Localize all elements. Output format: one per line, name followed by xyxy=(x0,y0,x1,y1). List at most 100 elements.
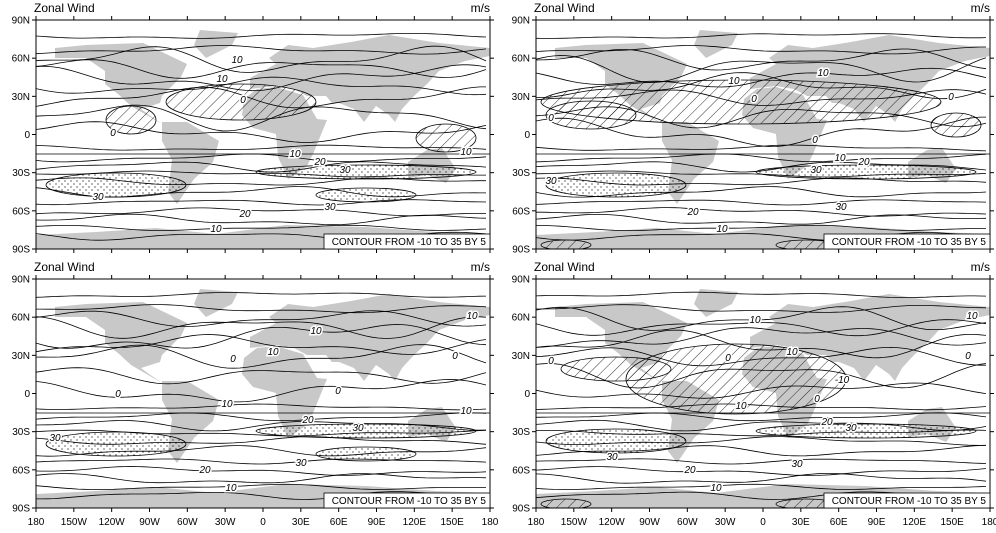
contour-line xyxy=(36,429,487,437)
contour-label: 0 xyxy=(812,135,818,146)
contour-line xyxy=(36,466,487,476)
lon-label: 120W xyxy=(99,517,126,528)
contour-label: 30 xyxy=(352,423,364,434)
lon-label: 0 xyxy=(760,517,766,528)
info-box xyxy=(323,492,491,509)
lon-label: 180 xyxy=(528,517,545,528)
contour-line xyxy=(536,346,986,367)
contour-line xyxy=(36,45,487,55)
lat-label: 60N xyxy=(12,54,30,65)
lon-label: 180 xyxy=(28,517,45,528)
lon-label: 30E xyxy=(792,517,810,528)
map-panel: Zonal Wind m/s 10 10 10 0 0 0 -10 0 10 20 30 30 30 20 10… xyxy=(512,260,996,528)
contour-line xyxy=(536,207,987,217)
contour-label: 10 xyxy=(966,311,978,322)
contour-label: 10 xyxy=(210,224,222,235)
contour-line xyxy=(36,473,487,484)
contour-line xyxy=(536,67,987,88)
panel-title: Zonal Wind xyxy=(34,260,95,274)
contour-label: 10 xyxy=(735,401,747,412)
contour-line xyxy=(536,363,987,389)
contour-line xyxy=(536,327,987,348)
lon-label: 150W xyxy=(61,517,88,528)
contour-line xyxy=(36,170,486,178)
stippled-region xyxy=(545,428,687,454)
contour-line xyxy=(536,419,987,432)
hatched-region xyxy=(105,105,157,135)
map-panel: Zonal Wind m/s 10 10 0 0 0 0 10 20 30 30 20 30 10 CONTO… xyxy=(512,1,994,256)
info-box xyxy=(323,233,491,250)
lat-label: 60N xyxy=(12,313,30,324)
contour-label: 30 xyxy=(49,433,61,444)
contour-line xyxy=(536,224,987,231)
contour-line xyxy=(36,59,487,79)
contour-label: 10 xyxy=(267,347,279,358)
contour-line xyxy=(536,412,987,422)
contour-line xyxy=(36,33,487,39)
lat-label: 0 xyxy=(24,389,30,400)
lon-label: 120E xyxy=(903,517,927,528)
lon-label: 90E xyxy=(868,517,886,528)
lon-label: 120W xyxy=(599,517,626,528)
units: m/s xyxy=(971,1,990,15)
contour-line xyxy=(36,436,487,445)
contour-label: 20 xyxy=(301,415,314,426)
contour-line xyxy=(536,89,987,106)
lat-label: 90S xyxy=(12,245,30,256)
lat-label: 60N xyxy=(512,54,530,65)
contour-label: 20 xyxy=(820,417,833,428)
contour-line xyxy=(536,232,987,241)
contour-line xyxy=(536,161,987,173)
contour-label: 20 xyxy=(683,465,696,476)
contour-label: 0 xyxy=(814,394,820,405)
lat-label: 30N xyxy=(12,351,30,362)
contour-label: 0 xyxy=(948,92,954,103)
info-text: CONTOUR FROM -10 TO 35 BY 5 xyxy=(332,237,487,248)
contour-line xyxy=(36,186,486,198)
contour-line xyxy=(536,170,987,178)
lat-label: 90N xyxy=(12,275,30,286)
lon-label: 120E xyxy=(403,517,427,528)
info-text: CONTOUR FROM -10 TO 35 BY 5 xyxy=(832,237,987,248)
info-box xyxy=(823,492,991,509)
contour-label: 30 xyxy=(295,458,307,469)
lat-label: 60N xyxy=(512,313,530,324)
contour-line xyxy=(536,177,987,186)
lon-label: 90W xyxy=(639,517,660,528)
hatched-region xyxy=(165,83,317,121)
contour-line xyxy=(36,144,487,151)
contour-label: 10 xyxy=(460,406,472,417)
lon-label: 180 xyxy=(482,517,499,528)
lat-label: 90S xyxy=(512,504,530,515)
map-area xyxy=(36,30,490,249)
lat-label: 90N xyxy=(512,16,530,27)
contour-line xyxy=(536,319,987,337)
contour-line xyxy=(36,161,487,173)
contour-label: 10 xyxy=(225,483,237,494)
contour-line xyxy=(36,458,487,465)
lat-label: 90S xyxy=(512,245,530,256)
contour-line xyxy=(536,72,987,100)
contour-line xyxy=(536,466,987,476)
contour-line xyxy=(536,116,986,148)
contour-line xyxy=(536,106,987,129)
contour-label: 10 xyxy=(216,74,228,85)
contour-line xyxy=(536,458,987,465)
lat-label: 60S xyxy=(512,206,530,217)
contour-line xyxy=(36,86,486,109)
info-box xyxy=(823,233,991,250)
lon-label: 30E xyxy=(292,517,310,528)
contour-line xyxy=(536,436,987,446)
contour-line xyxy=(36,121,487,143)
contour-label: 30 xyxy=(845,423,857,434)
contour-line xyxy=(36,483,486,491)
hatched-region xyxy=(560,356,672,382)
contour-line xyxy=(536,144,987,152)
panel-title: Zonal Wind xyxy=(534,260,595,274)
stippled-region xyxy=(255,164,477,180)
contour-line xyxy=(36,316,487,339)
lat-label: 30S xyxy=(12,168,30,179)
contour-line xyxy=(36,412,487,422)
contour-line xyxy=(536,291,987,298)
units: m/s xyxy=(471,1,490,15)
